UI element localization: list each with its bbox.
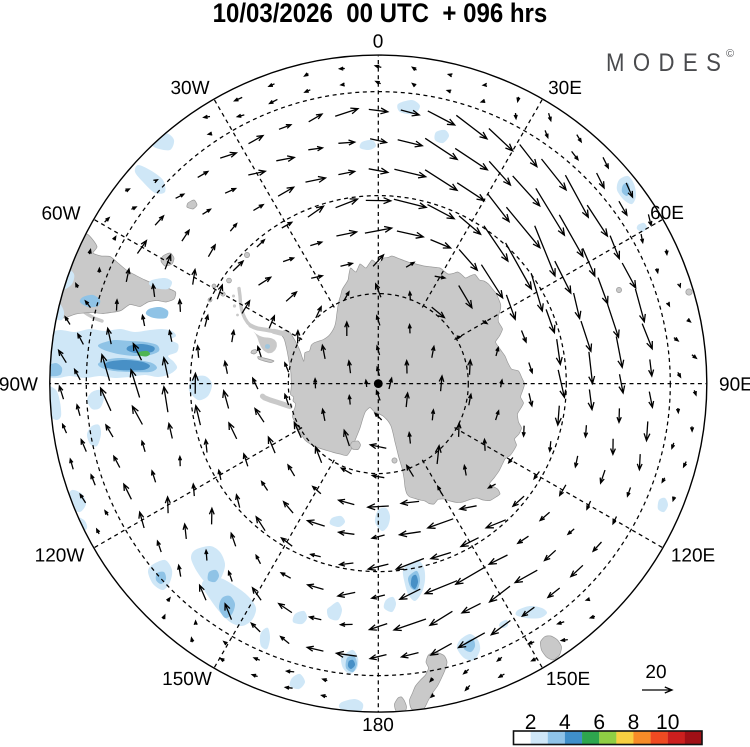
svg-text:90W: 90W xyxy=(0,375,38,396)
svg-text:120W: 120W xyxy=(35,546,85,567)
svg-text:180: 180 xyxy=(362,715,394,736)
svg-text:90E: 90E xyxy=(719,375,750,396)
svg-text:8: 8 xyxy=(628,711,640,734)
svg-text:150E: 150E xyxy=(546,669,590,690)
svg-text:60E: 60E xyxy=(650,203,684,224)
svg-text:0: 0 xyxy=(373,32,384,53)
svg-text:4: 4 xyxy=(559,711,571,734)
svg-text:10: 10 xyxy=(656,711,679,734)
svg-text:30E: 30E xyxy=(548,78,582,99)
svg-text:2: 2 xyxy=(525,711,537,734)
svg-text:20: 20 xyxy=(645,662,666,683)
svg-text:120E: 120E xyxy=(671,546,715,567)
svg-text:6: 6 xyxy=(593,711,605,734)
svg-text:30W: 30W xyxy=(170,78,209,99)
svg-text:60W: 60W xyxy=(41,204,80,225)
svg-text:150W: 150W xyxy=(162,669,212,690)
